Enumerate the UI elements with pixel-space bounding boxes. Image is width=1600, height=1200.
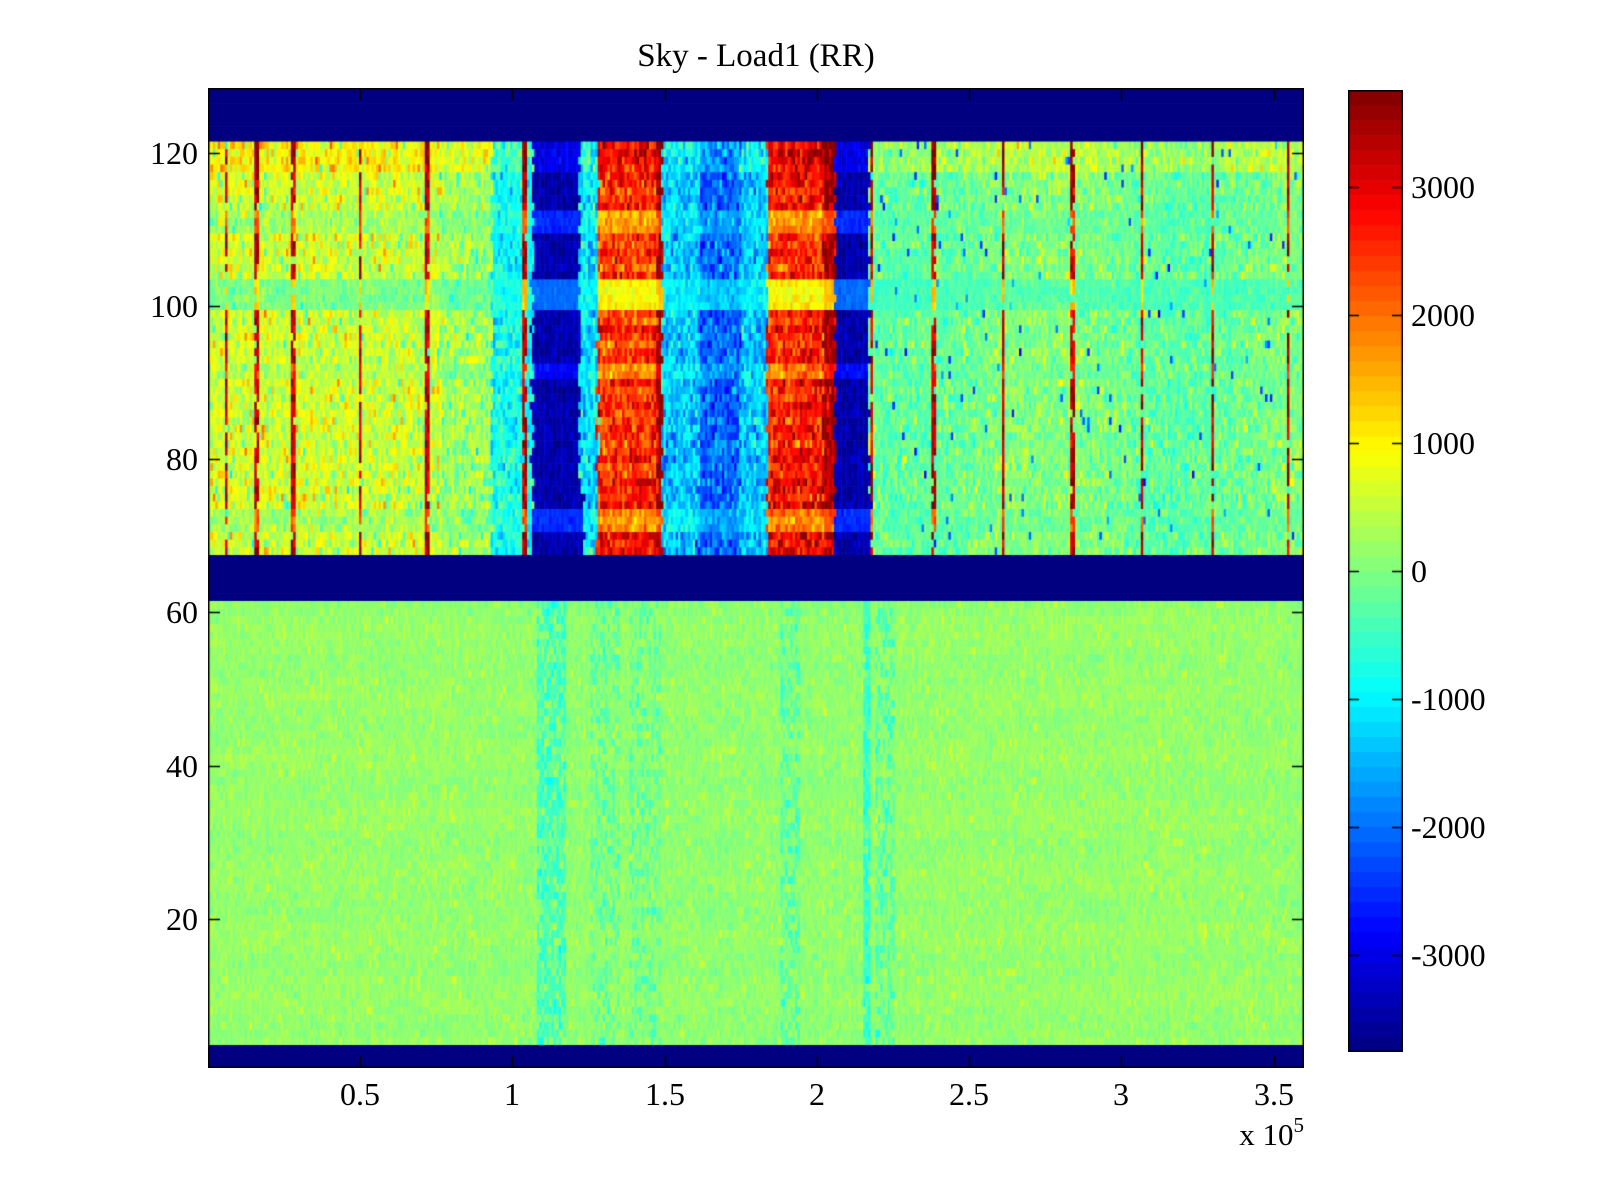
- colorbar-tick-label: 1000: [1411, 425, 1475, 461]
- x-tick-label: 2: [809, 1076, 825, 1112]
- heatmap-plot-area: [208, 88, 1304, 1068]
- y-tick-label: 40: [166, 748, 198, 784]
- x-tick-label: 1.5: [645, 1076, 685, 1112]
- x-tick-label: 3: [1113, 1076, 1129, 1112]
- colorbar-tick-label: -3000: [1411, 937, 1486, 973]
- x-tick-label: 2.5: [949, 1076, 989, 1112]
- y-tick-label: 60: [166, 594, 198, 630]
- colorbar-tick-label: 2000: [1411, 297, 1475, 333]
- x-axis-scale-label: x 105: [1174, 1115, 1304, 1152]
- x-scale-prefix: x 10: [1239, 1117, 1294, 1152]
- colorbar: [1348, 90, 1403, 1052]
- x-tick-label: 3.5: [1254, 1076, 1294, 1112]
- x-tick-label: 0.5: [340, 1076, 380, 1112]
- y-tick-label: 80: [166, 441, 198, 477]
- x-scale-exponent: 5: [1293, 1113, 1305, 1137]
- y-tick-label: 100: [150, 288, 198, 324]
- colorbar-tick-label: 3000: [1411, 169, 1475, 205]
- colorbar-tick-label: -1000: [1411, 681, 1486, 717]
- plot-title: Sky - Load1 (RR): [637, 38, 875, 74]
- y-tick-label: 20: [166, 901, 198, 937]
- y-tick-label: 120: [150, 135, 198, 171]
- x-tick-label: 1: [504, 1076, 520, 1112]
- colorbar-tick-label: 0: [1411, 553, 1427, 589]
- colorbar-tick-label: -2000: [1411, 809, 1486, 845]
